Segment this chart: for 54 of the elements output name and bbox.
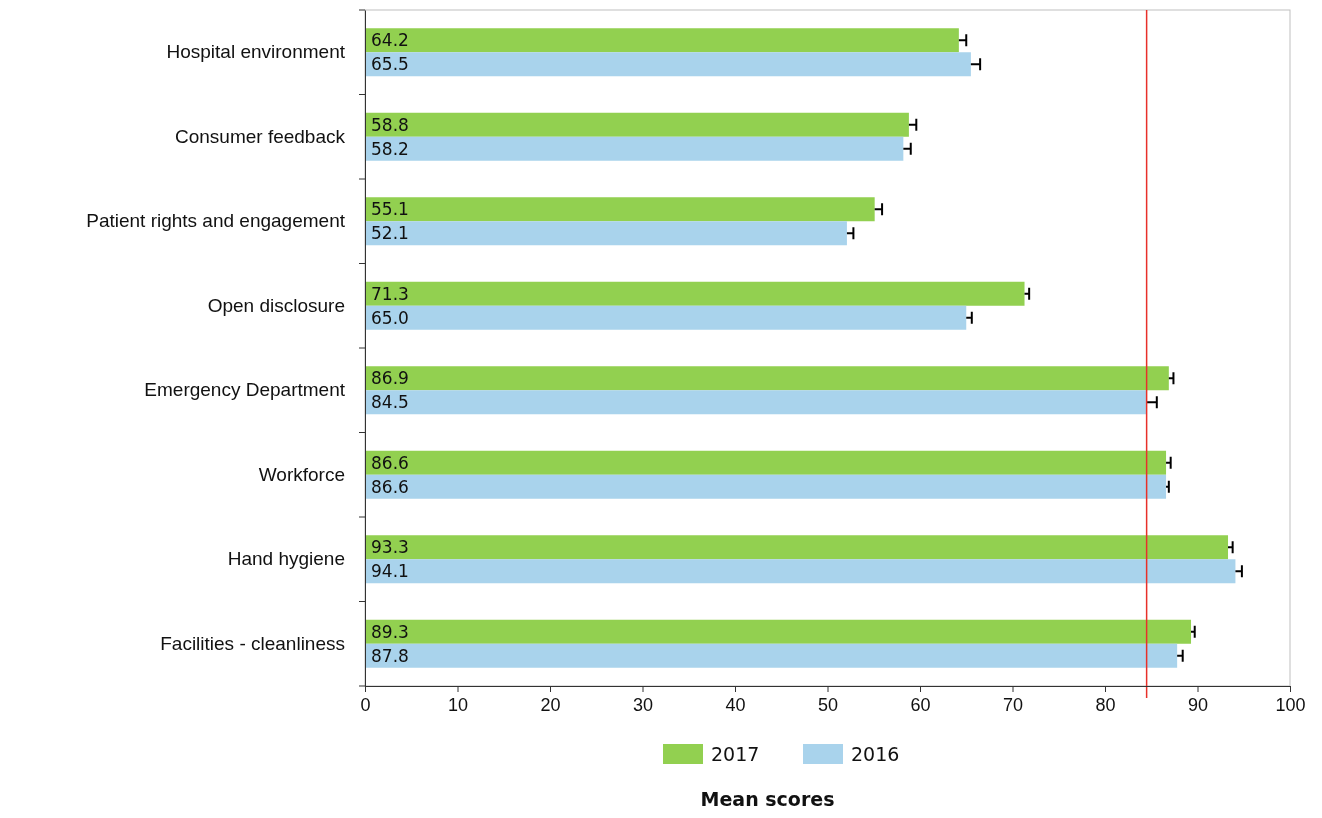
data-label: 94.1	[371, 561, 409, 582]
y-tick-label: Consumer feedback	[174, 125, 346, 147]
x-tick-label: 90	[1187, 695, 1209, 716]
bar	[365, 281, 1025, 306]
x-tick-label: 60	[910, 695, 931, 716]
bar	[365, 52, 971, 77]
x-tick-label: 40	[725, 695, 746, 716]
data-label: 93.3	[371, 537, 409, 558]
y-tick-label: Workforce	[258, 463, 345, 485]
bar	[365, 643, 1178, 668]
x-tick-label: 100	[1275, 695, 1306, 716]
bar	[365, 535, 1229, 560]
bar	[365, 221, 847, 246]
bar	[365, 390, 1147, 415]
bar	[365, 559, 1236, 584]
y-tick-label: Patient rights and engagement	[86, 210, 346, 232]
data-label: 65.0	[371, 307, 409, 328]
data-label: 64.2	[371, 30, 409, 51]
data-label: 87.8	[371, 645, 409, 666]
y-tick-label: Facilities - cleanliness	[160, 632, 345, 654]
y-tick-label: Hand hygiene	[227, 548, 345, 570]
x-axis-title: Mean scores	[700, 788, 835, 810]
y-tick-label: Open disclosure	[207, 294, 345, 316]
data-label: 71.3	[371, 283, 409, 304]
x-tick-label: 0	[360, 695, 371, 716]
x-tick-label: 50	[817, 695, 839, 716]
x-tick-label: 20	[540, 695, 561, 716]
y-tick-label: Hospital environment	[166, 41, 346, 63]
x-tick-label: 10	[447, 695, 469, 716]
bar	[365, 305, 967, 330]
legend-label: 2017	[711, 742, 760, 765]
data-label: 86.6	[371, 476, 409, 497]
bar	[365, 112, 909, 137]
x-tick-label: 70	[1002, 695, 1024, 716]
bar	[365, 28, 959, 53]
data-label: 65.5	[371, 54, 409, 75]
data-label: 55.1	[371, 199, 409, 220]
data-label: 52.1	[371, 223, 409, 244]
bar	[365, 619, 1192, 644]
bar	[365, 366, 1169, 391]
data-label: 89.3	[371, 621, 409, 642]
data-label: 86.6	[371, 452, 409, 473]
legend-label: 2016	[851, 742, 900, 765]
bar	[365, 474, 1167, 499]
bar	[365, 197, 875, 222]
bar	[365, 136, 904, 161]
y-tick-label: Emergency Department	[144, 379, 346, 401]
data-label: 58.2	[371, 138, 409, 159]
x-tick-label: 30	[632, 695, 654, 716]
data-label: 58.8	[371, 114, 409, 135]
data-label: 86.9	[371, 368, 409, 389]
bar	[365, 450, 1167, 475]
data-label: 84.5	[371, 392, 409, 413]
x-tick-label: 80	[1095, 695, 1116, 716]
